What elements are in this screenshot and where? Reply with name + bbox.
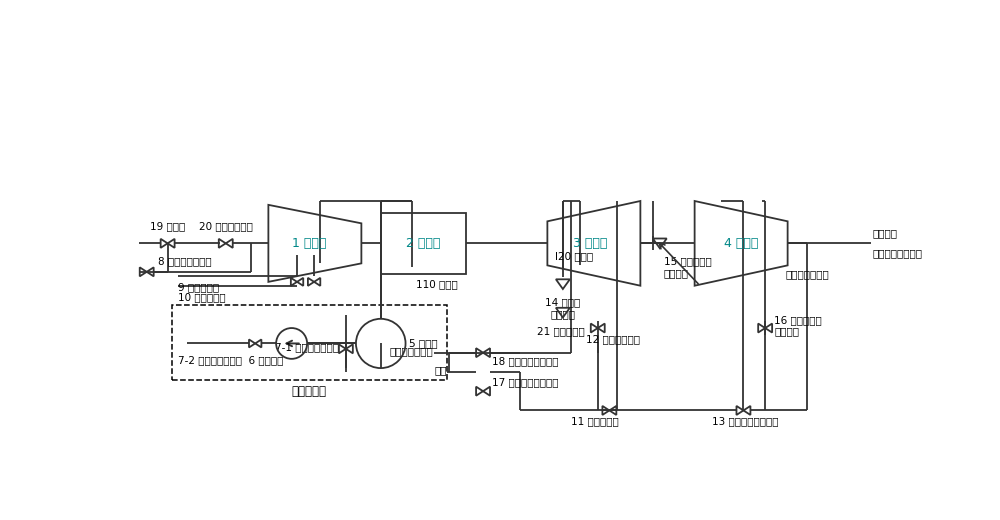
Text: 8 启动蒸汽调节阀: 8 启动蒸汽调节阀: [158, 256, 211, 266]
Text: 来自氧化反应流程: 来自氧化反应流程: [873, 249, 923, 258]
Text: 2 减速机: 2 减速机: [406, 237, 441, 250]
Text: 1 汽轮机: 1 汽轮机: [292, 237, 326, 250]
Text: I20 联轴器: I20 联轴器: [555, 252, 593, 262]
Text: 放空: 放空: [434, 366, 447, 375]
Text: 21 空气过滤器: 21 空气过滤器: [537, 326, 585, 336]
Text: 去氧化反应流程: 去氧化反应流程: [390, 346, 433, 356]
Text: 15 膨胀机一级
入口导叶: 15 膨胀机一级 入口导叶: [664, 256, 711, 278]
Text: 110 联轴器: 110 联轴器: [416, 279, 457, 289]
Text: 12 冷空气入口阀: 12 冷空气入口阀: [586, 334, 640, 344]
Text: 凝汽器装置: 凝汽器装置: [291, 385, 326, 398]
Text: 7-1 热井液位循环阀: 7-1 热井液位循环阀: [275, 342, 339, 353]
Text: 10 第二补气阀: 10 第二补气阀: [178, 292, 225, 302]
Text: 16 膨胀机二级
入口导叶: 16 膨胀机二级 入口导叶: [774, 315, 822, 336]
Text: 7-2 热井液位排放阀  6 凝结水泵: 7-2 热井液位排放阀 6 凝结水泵: [178, 355, 283, 366]
Text: 19 速关阀: 19 速关阀: [150, 221, 185, 231]
Text: 4 膨胀机: 4 膨胀机: [724, 237, 758, 250]
Text: 20 主气门调节阀: 20 主气门调节阀: [199, 221, 253, 231]
Text: 3 压缩机: 3 压缩机: [573, 237, 607, 250]
Text: 5 凝气器: 5 凝气器: [409, 339, 437, 348]
Bar: [381, 213, 466, 274]
Text: 14 压缩机
入口导叶: 14 压缩机 入口导叶: [545, 297, 580, 319]
Text: 18 第二防喘振调节阀: 18 第二防喘振调节阀: [492, 357, 559, 367]
Text: 去尾气处理装置: 去尾气处理装置: [785, 269, 829, 279]
Text: 13 膨胀机入口切断阀: 13 膨胀机入口切断阀: [712, 416, 779, 426]
Text: 9 第一补气阀: 9 第一补气阀: [178, 282, 219, 292]
Text: 尾气入口: 尾气入口: [873, 228, 898, 238]
Text: 17 第一防喘振调节阀: 17 第一防喘振调节阀: [492, 378, 559, 387]
Text: 11 能量回收阀: 11 能量回收阀: [571, 416, 618, 426]
